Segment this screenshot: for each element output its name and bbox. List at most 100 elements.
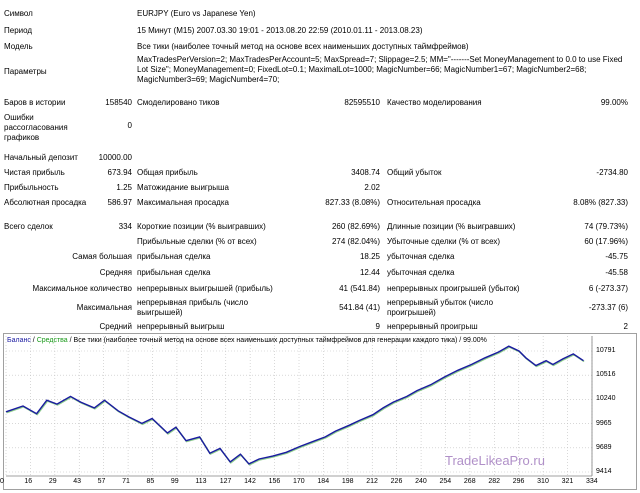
long-positions-label: Длинные позиции (% выигравших) [387,222,516,231]
gross-profit-label: Общая прибыль [137,168,198,177]
net-profit-label: Чистая прибыль [4,168,65,177]
x-tick-label: 29 [48,478,57,485]
abs-drawdown-label: Абсолютная просадка [4,198,87,207]
x-tick-label: 282 [488,478,501,485]
maximal-label: Максимальная [76,303,132,312]
avg-cons-losses-label: непрерывный проигрыш [387,322,478,331]
x-tick-label: 99 [170,478,179,485]
errors-label: Ошибки рассогласования графиков [4,113,68,142]
x-tick-label: 296 [512,478,525,485]
gross-profit-value: 3408.74 [351,168,380,177]
y-tick-label: 9689 [596,443,612,451]
total-trades-label: Всего сделок [4,222,53,231]
symbol-value: EURJPY (Euro vs Japanese Yen) [137,9,256,18]
largest-label: Самая большая [72,252,132,261]
loss-trades-label: Убыточные сделки (% от всех) [387,237,501,246]
x-tick-label: 254 [439,478,452,485]
loss-trades-value: 60 (17.96%) [584,237,628,246]
period-value: 15 Минут (M15) 2007.03.30 19:01 - 2013.0… [137,26,423,35]
equity-line [6,346,585,466]
x-tick-label: 156 [268,478,281,485]
model-value: Все тики (наиболее точный метод на основ… [137,42,469,51]
rel-drawdown-label: Относительная просадка [387,198,481,207]
avg-cons-losses-value: 2 [623,322,628,331]
ticks-value: 82595510 [344,98,380,107]
average-label: Средняя [99,268,132,277]
gross-loss-label: Общий убыток [387,168,442,177]
period-label: Период [4,26,33,35]
x-tick-label: 310 [537,478,549,485]
average-loss-label: убыточная сделка [387,268,455,277]
chart-legend: Баланс / Средства / Все тики (наиболее т… [7,336,487,345]
average-loss-value: -45.58 [605,268,628,277]
x-tick-label: 142 [244,478,256,485]
x-tick-label: 226 [390,478,403,485]
y-tick-label: 10791 [596,347,616,354]
balance-line [5,345,584,465]
ticks-label: Смоделировано тиков [137,98,220,107]
x-tick-label: 113 [195,478,207,485]
x-tick-label: 184 [317,478,330,485]
params-label: Параметры [4,67,47,76]
avg-cons-wins-value: 9 [375,322,380,331]
max-cons-profit-label: непрерывная прибыль (число выигрышей) [137,298,249,317]
x-tick-label: 198 [341,478,354,485]
max-cons-wins-label: непрерывных выигрышей (прибыль) [137,284,273,293]
balance-chart [3,333,637,490]
legend-description: / Все тики (наиболее точный метод на осн… [67,337,487,344]
x-tick-label: 334 [586,478,598,485]
deposit-label: Начальный депозит [4,153,78,162]
max-cons-profit-value: 541.84 (41) [339,303,380,312]
balance-chart-svg [5,336,593,477]
max-count-label: Максимальное количество [32,284,132,293]
legend-equity: Средства [36,337,68,344]
max-cons-wins-value: 41 (541.84) [339,284,380,293]
short-positions-label: Короткие позиции (% выигравших) [137,222,266,231]
x-tick-label: 43 [73,478,82,485]
largest-loss-value: -45.75 [605,252,628,261]
avg-cons-label: Средний [99,322,132,331]
errors-value: 0 [127,121,132,130]
y-tick-label: 10516 [596,371,616,379]
x-tick-label: 170 [293,478,305,485]
watermark-text: TradeLikeaPro.ru [445,453,545,468]
max-drawdown-label: Максимальная просадка [137,198,229,207]
abs-drawdown-value: 586.97 [107,198,132,207]
total-trades-value: 334 [118,222,132,231]
profit-factor-label: Прибыльность [4,183,59,192]
profit-trades-label: Прибыльные сделки (% от всех) [137,237,257,246]
symbol-label: Символ [4,9,33,18]
max-drawdown-value: 827.33 (8.08%) [325,198,380,207]
payoff-value: 2.02 [364,183,380,192]
x-tick-label: 127 [219,478,232,485]
average-profit-label: прибыльная сделка [137,268,211,277]
deposit-value: 10000.00 [98,153,132,162]
profit-trades-value: 274 (82.04%) [331,237,380,246]
profit-factor-value: 1.25 [116,183,132,192]
quality-label: Качество моделирования [387,98,482,107]
x-tick-label: 268 [463,478,476,485]
max-cons-loss-label: непрерывный убыток (число проигрышей) [387,298,494,317]
gross-loss-value: -2734.80 [596,168,628,177]
model-label: Модель [4,42,33,51]
y-tick-label: 9965 [596,419,612,427]
x-tick-label: 16 [24,478,33,485]
y-tick-label: 10240 [596,395,616,403]
x-tick-label: 71 [122,478,130,485]
average-profit-value: 12.44 [359,268,380,277]
x-tick-label: 0 [0,478,4,485]
quality-value: 99.00% [600,98,628,107]
max-cons-losses-label: непрерывных проигрышей (убыток) [387,284,520,293]
payoff-label: Матожидание выигрыша [137,183,229,192]
params-value: MaxTradesPerVersion=2; MaxTradesPerAccou… [137,55,623,84]
max-cons-loss-value: -273.37 (6) [588,303,628,312]
net-profit-value: 673.94 [107,168,132,177]
x-tick-label: 85 [146,478,155,485]
largest-profit-label: прибыльная сделка [137,252,211,261]
y-tick-label: 9414 [596,468,612,475]
legend-balance: Баланс [7,337,31,344]
short-positions-value: 260 (82.69%) [331,222,380,231]
x-tick-label: 57 [97,478,106,485]
rel-drawdown-value: 8.08% (827.33) [573,198,628,207]
avg-cons-wins-label: непрерывный выигрыш [137,322,225,331]
